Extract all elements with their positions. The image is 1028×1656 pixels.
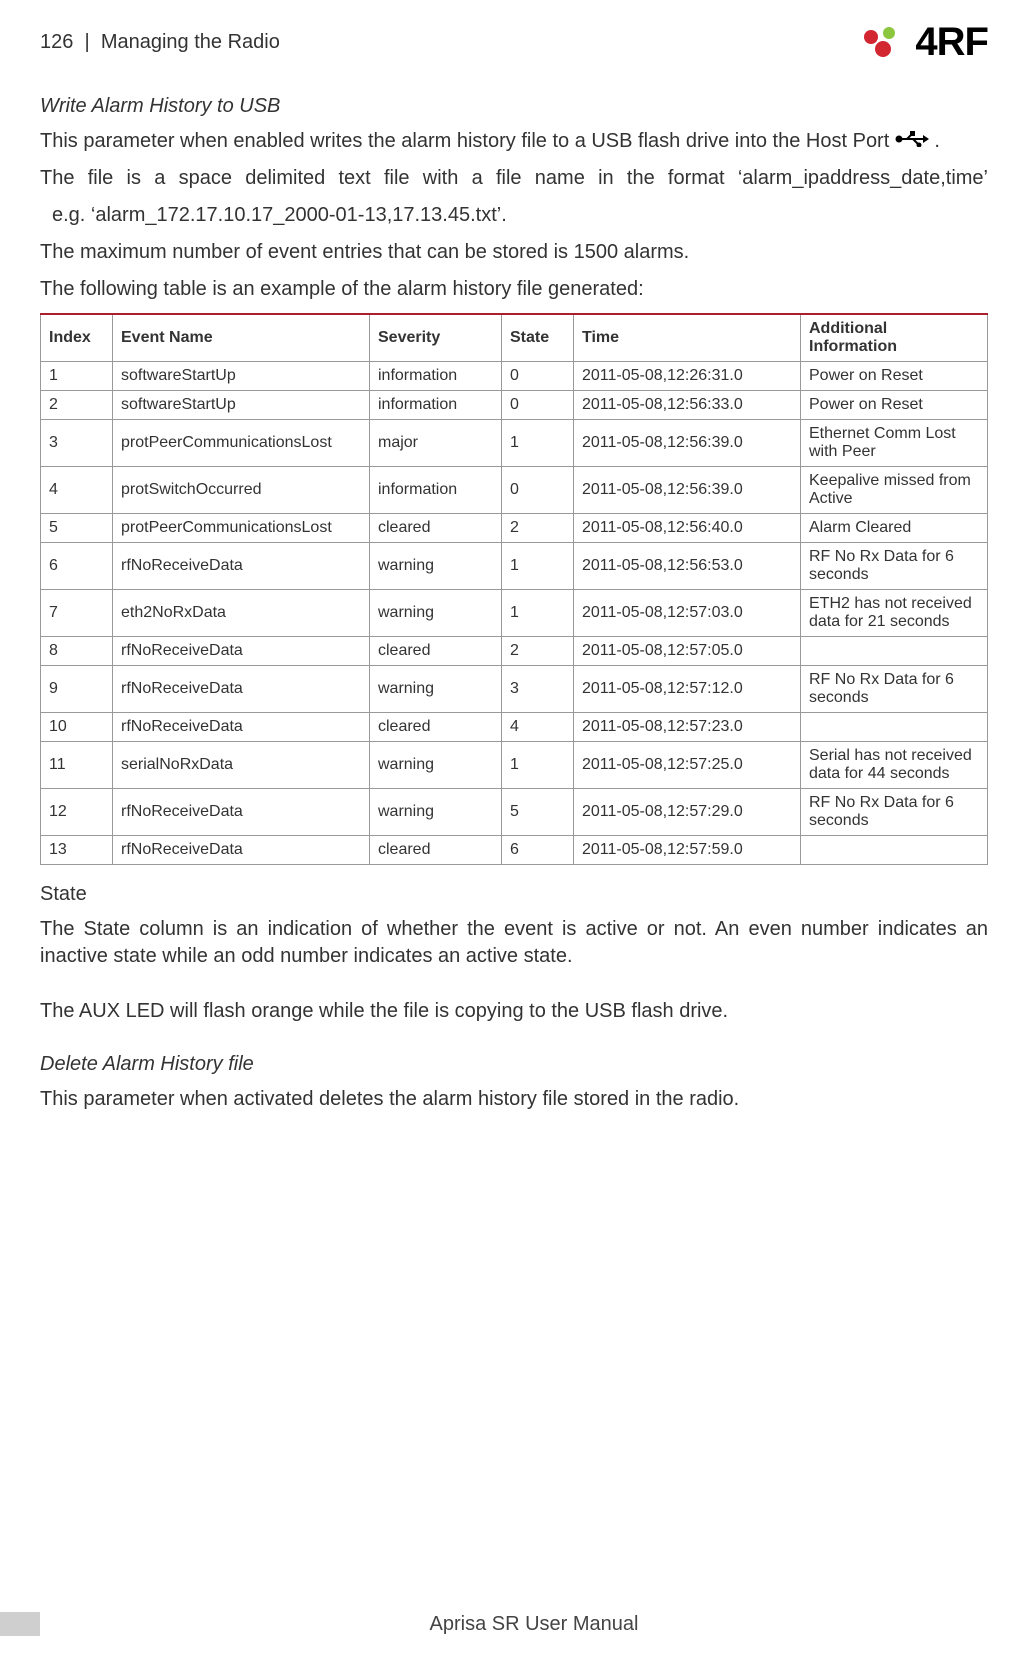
col-additional: Additional Information <box>801 314 988 362</box>
col-index: Index <box>41 314 113 362</box>
table-row: 13rfNoReceiveDatacleared62011-05-08,12:5… <box>41 836 988 865</box>
logo: 4RF <box>859 20 988 65</box>
state-heading: State <box>40 883 988 906</box>
table-row: 7eth2NoRxDatawarning12011-05-08,12:57:03… <box>41 590 988 637</box>
table-row: 12rfNoReceiveDatawarning52011-05-08,12:5… <box>41 789 988 836</box>
col-event-name: Event Name <box>113 314 370 362</box>
col-state: State <box>502 314 574 362</box>
table-row: 4protSwitchOccurredinformation02011-05-0… <box>41 467 988 514</box>
table-row: 3protPeerCommunicationsLostmajor12011-05… <box>41 420 988 467</box>
usb-icon <box>895 128 929 155</box>
table-intro-para: The following table is an example of the… <box>40 276 988 303</box>
table-row: 2softwareStartUpinformation02011-05-08,1… <box>41 391 988 420</box>
state-text: The State column is an indication of whe… <box>40 916 988 970</box>
table-row: 9rfNoReceiveDatawarning32011-05-08,12:57… <box>41 666 988 713</box>
logo-mark-icon <box>859 23 909 63</box>
delete-text: This parameter when activated deletes th… <box>40 1086 988 1113</box>
section-delete-title: Delete Alarm History file <box>40 1053 988 1076</box>
intro-text-a: This parameter when enabled writes the a… <box>40 130 895 152</box>
section-write-alarm-title: Write Alarm History to USB <box>40 95 988 118</box>
logo-text: 4RF <box>915 20 988 65</box>
col-severity: Severity <box>370 314 502 362</box>
page: 126 | Managing the Radio 4RF Write Alarm… <box>0 0 1028 1656</box>
page-footer: Aprisa SR User Manual <box>0 1612 1028 1636</box>
page-number: 126 <box>40 31 73 53</box>
intro-paragraph: This parameter when enabled writes the a… <box>40 128 988 155</box>
header-left: 126 | Managing the Radio <box>40 31 280 54</box>
table-row: 10rfNoReceiveDatacleared42011-05-08,12:5… <box>41 713 988 742</box>
header-section: Managing the Radio <box>101 31 280 53</box>
max-entries-para: The maximum number of event entries that… <box>40 239 988 266</box>
col-time: Time <box>574 314 801 362</box>
table-row: 1softwareStartUpinformation02011-05-08,1… <box>41 362 988 391</box>
table-body: 1softwareStartUpinformation02011-05-08,1… <box>41 362 988 865</box>
table-row: 5protPeerCommunicationsLostcleared22011-… <box>41 514 988 543</box>
filename-format-para-line2: e.g. ‘alarm_172.17.10.17_2000-01-13,17.1… <box>40 202 988 229</box>
table-row: 11serialNoRxDatawarning12011-05-08,12:57… <box>41 742 988 789</box>
table-header-row: Index Event Name Severity State Time Add… <box>41 314 988 362</box>
intro-text-b: . <box>934 130 940 152</box>
footer-bar-icon <box>0 1612 40 1636</box>
aux-led-text: The AUX LED will flash orange while the … <box>40 998 988 1025</box>
table-row: 8rfNoReceiveDatacleared22011-05-08,12:57… <box>41 637 988 666</box>
header-sep: | <box>79 31 101 53</box>
filename-format-para-line1: The file is a space delimited text file … <box>40 165 988 192</box>
table-row: 6rfNoReceiveDatawarning12011-05-08,12:56… <box>41 543 988 590</box>
footer-text: Aprisa SR User Manual <box>40 1613 1028 1636</box>
page-header: 126 | Managing the Radio 4RF <box>40 20 988 65</box>
alarm-history-table: Index Event Name Severity State Time Add… <box>40 313 988 865</box>
